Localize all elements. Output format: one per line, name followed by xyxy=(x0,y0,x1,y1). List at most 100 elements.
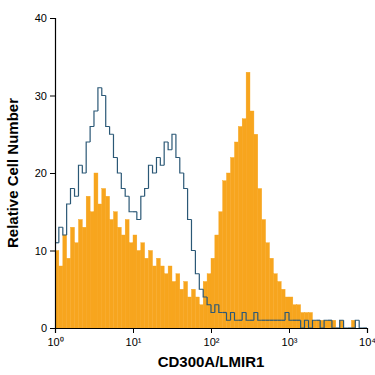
y-tick: 40 xyxy=(35,12,55,24)
x-tick-mark xyxy=(289,328,290,333)
histogram-bar xyxy=(125,220,129,329)
histogram-bar xyxy=(160,266,164,328)
histogram-bar xyxy=(238,127,242,329)
histogram-step xyxy=(199,274,203,290)
histogram-bar xyxy=(172,282,176,329)
histogram-bar xyxy=(82,227,86,328)
x-tick-label: 10⁰ xyxy=(47,336,63,348)
histogram-step xyxy=(110,127,114,135)
x-tick-label: 10² xyxy=(204,336,220,348)
histogram-step xyxy=(234,313,238,321)
histogram-bar xyxy=(70,227,74,328)
y-tick: 20 xyxy=(35,167,55,179)
x-tick: 10² xyxy=(204,328,220,348)
y-axis: 010203040 xyxy=(35,12,56,334)
histogram-step xyxy=(324,320,328,328)
histogram-bar xyxy=(129,243,133,328)
histogram-step xyxy=(269,320,273,321)
histogram-bar xyxy=(231,158,235,329)
x-tick-label: 10³ xyxy=(282,336,298,348)
histogram-step xyxy=(86,142,90,173)
x-tick-mark xyxy=(133,328,134,333)
marks xyxy=(55,72,367,328)
histogram-step xyxy=(90,127,94,143)
histogram-bar xyxy=(273,274,277,328)
histogram-step xyxy=(312,320,316,328)
histogram-step xyxy=(184,173,188,189)
histogram-bar xyxy=(277,282,281,329)
y-tick-label: 40 xyxy=(35,12,47,24)
histogram-bar xyxy=(250,111,254,328)
histogram-step xyxy=(148,165,152,188)
histogram-bar xyxy=(215,235,219,328)
histogram-step xyxy=(203,289,207,297)
histogram-bar xyxy=(98,204,102,328)
histogram-step xyxy=(129,196,133,212)
y-tick-mark xyxy=(50,96,55,97)
histogram-bar xyxy=(281,289,285,328)
histogram-bar xyxy=(289,297,293,328)
histogram-bar xyxy=(148,251,152,329)
histogram-step xyxy=(273,320,277,321)
histogram-bar xyxy=(226,173,230,328)
histogram-bar xyxy=(133,235,137,328)
y-tick-mark xyxy=(50,251,55,252)
histogram-bar xyxy=(269,258,273,328)
y-tick-mark xyxy=(50,173,55,174)
y-axis-title: Relative Cell Number xyxy=(4,98,21,248)
histogram-step xyxy=(246,313,250,321)
histogram-bar xyxy=(94,173,98,328)
histogram-bar xyxy=(211,258,215,328)
histogram-bar xyxy=(332,320,336,328)
histogram-bar xyxy=(254,134,258,328)
series-0 xyxy=(55,72,355,328)
histogram-step xyxy=(293,320,297,321)
histogram-bar xyxy=(75,243,79,328)
histogram-bar xyxy=(137,251,141,329)
histogram-bar xyxy=(195,297,199,328)
histogram-bar xyxy=(106,196,110,328)
x-axis-title: CD300A/LMIR1 xyxy=(158,353,265,370)
histogram-bar xyxy=(102,189,106,329)
histogram-bar xyxy=(78,220,82,329)
histogram-bar xyxy=(164,274,168,328)
y-tick: 0 xyxy=(41,322,55,334)
histogram-bar xyxy=(117,227,121,328)
chart: 10⁰10¹10²10³10⁴010203040CD300A/LMIR1Rela… xyxy=(0,0,375,375)
histogram-step xyxy=(106,96,110,127)
x-tick: 10¹ xyxy=(126,328,142,348)
histogram-bar xyxy=(304,313,308,329)
histogram-step xyxy=(344,320,348,328)
y-tick-label: 20 xyxy=(35,167,47,179)
y-tick-mark xyxy=(50,328,55,329)
histogram-step xyxy=(113,134,117,157)
histogram-bar xyxy=(219,212,223,328)
histogram-step xyxy=(289,313,293,321)
histogram-step xyxy=(262,320,266,321)
histogram-step xyxy=(125,189,129,197)
y-axis-line xyxy=(50,19,56,329)
x-tick-label: 10¹ xyxy=(126,336,142,348)
histogram-bar xyxy=(312,320,316,328)
histogram-step xyxy=(145,189,149,197)
histogram-bar xyxy=(110,220,114,329)
histogram-step xyxy=(180,158,184,174)
histogram-step xyxy=(117,158,121,174)
histogram-step xyxy=(70,189,74,205)
histogram-step xyxy=(94,111,98,127)
histogram-bar xyxy=(223,181,227,328)
histogram-bar xyxy=(246,72,250,328)
histogram-step xyxy=(207,297,211,305)
y-tick: 10 xyxy=(35,245,55,257)
y-tick-label: 0 xyxy=(41,322,47,334)
histogram-bar xyxy=(262,220,266,329)
histogram-bar xyxy=(242,119,246,328)
histogram-bar xyxy=(86,196,90,328)
histogram-step xyxy=(226,313,230,321)
series-1 xyxy=(55,88,367,328)
x-tick-mark xyxy=(211,328,212,333)
x-axis-line xyxy=(56,329,368,334)
x-tick-mark xyxy=(367,328,368,333)
x-tick-label: 10⁴ xyxy=(359,336,375,348)
histogram-step xyxy=(219,305,223,313)
